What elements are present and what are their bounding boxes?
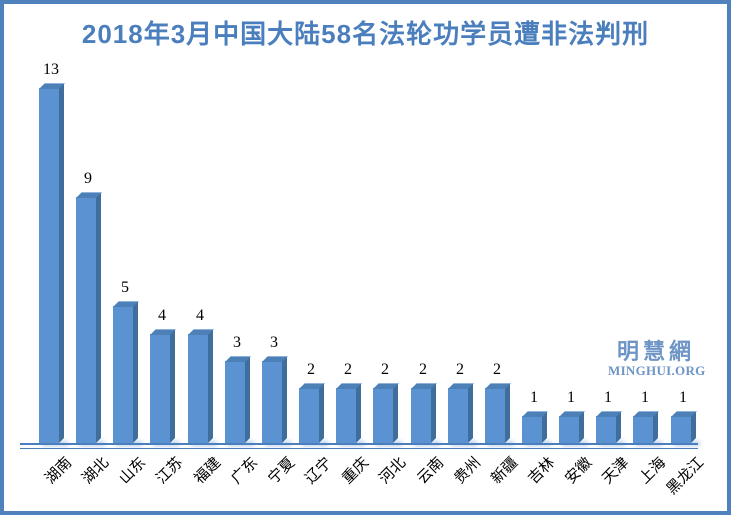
minghui-watermark-chinese: 明慧網 bbox=[616, 339, 695, 364]
bar-side bbox=[245, 356, 250, 443]
bar-face bbox=[188, 334, 208, 443]
bar-value-label: 2 bbox=[419, 361, 427, 378]
bar-face bbox=[299, 388, 319, 443]
bar bbox=[262, 356, 291, 446]
bar-face bbox=[150, 334, 170, 443]
bar-face bbox=[411, 388, 431, 443]
bar-value-label: 1 bbox=[530, 389, 538, 406]
bar-side bbox=[431, 383, 436, 443]
x-axis-line-thick bbox=[20, 443, 698, 445]
bar-value-label: 2 bbox=[307, 361, 315, 378]
bar-value-label: 5 bbox=[121, 279, 129, 296]
bar-value-label: 13 bbox=[43, 61, 59, 78]
bar-value-label: 4 bbox=[196, 307, 204, 324]
bar bbox=[39, 83, 68, 446]
bar bbox=[76, 192, 105, 446]
bar-value-label: 1 bbox=[604, 389, 612, 406]
bar bbox=[596, 411, 625, 446]
bar-side bbox=[59, 83, 64, 443]
bar bbox=[113, 301, 142, 446]
bar-value-label: 1 bbox=[679, 389, 687, 406]
bar-value-label: 2 bbox=[344, 361, 352, 378]
bar-face bbox=[559, 416, 579, 443]
bar bbox=[633, 411, 662, 446]
bar-value-label: 9 bbox=[84, 170, 92, 187]
bar-face bbox=[262, 361, 282, 443]
bar bbox=[485, 383, 514, 446]
bar-value-label: 4 bbox=[158, 307, 166, 324]
bar-value-label: 2 bbox=[493, 361, 501, 378]
bar bbox=[559, 411, 588, 446]
bar-face bbox=[225, 361, 245, 443]
bar bbox=[671, 411, 700, 446]
bar-face bbox=[671, 416, 691, 443]
bar-side bbox=[356, 383, 361, 443]
bar bbox=[299, 383, 328, 446]
bar-value-label: 3 bbox=[270, 334, 278, 351]
bar-face bbox=[39, 88, 59, 443]
bar-side bbox=[319, 383, 324, 443]
bar-side bbox=[170, 329, 175, 443]
bar-face bbox=[113, 306, 133, 443]
bar-face bbox=[373, 388, 393, 443]
bar-face bbox=[76, 197, 96, 443]
bar-face bbox=[633, 416, 653, 443]
bar-value-label: 1 bbox=[641, 389, 649, 406]
bar-value-label: 2 bbox=[381, 361, 389, 378]
bar-face bbox=[336, 388, 356, 443]
bar bbox=[411, 383, 440, 446]
x-axis-line-thin bbox=[20, 448, 698, 449]
bar-face bbox=[522, 416, 542, 443]
bar-face bbox=[485, 388, 505, 443]
bar-side bbox=[468, 383, 473, 443]
bar bbox=[336, 383, 365, 446]
bar-value-label: 2 bbox=[456, 361, 464, 378]
bar bbox=[448, 383, 477, 446]
bar-value-label: 1 bbox=[567, 389, 575, 406]
bar-face bbox=[448, 388, 468, 443]
minghui-watermark-latin: MINGHUI.ORG bbox=[608, 363, 706, 379]
bar bbox=[373, 383, 402, 446]
minghui-watermark: 明慧網 MINGHUI.ORG bbox=[608, 339, 706, 379]
bar-face bbox=[596, 416, 616, 443]
bar bbox=[150, 329, 179, 446]
bar bbox=[522, 411, 551, 446]
bar-value-label: 3 bbox=[233, 334, 241, 351]
chart-title: 2018年3月中国大陆58名法轮功学员遭非法判刑 bbox=[81, 19, 650, 49]
bar bbox=[225, 356, 254, 446]
bar-side bbox=[393, 383, 398, 443]
bar bbox=[188, 329, 217, 446]
bar-side bbox=[96, 192, 101, 443]
